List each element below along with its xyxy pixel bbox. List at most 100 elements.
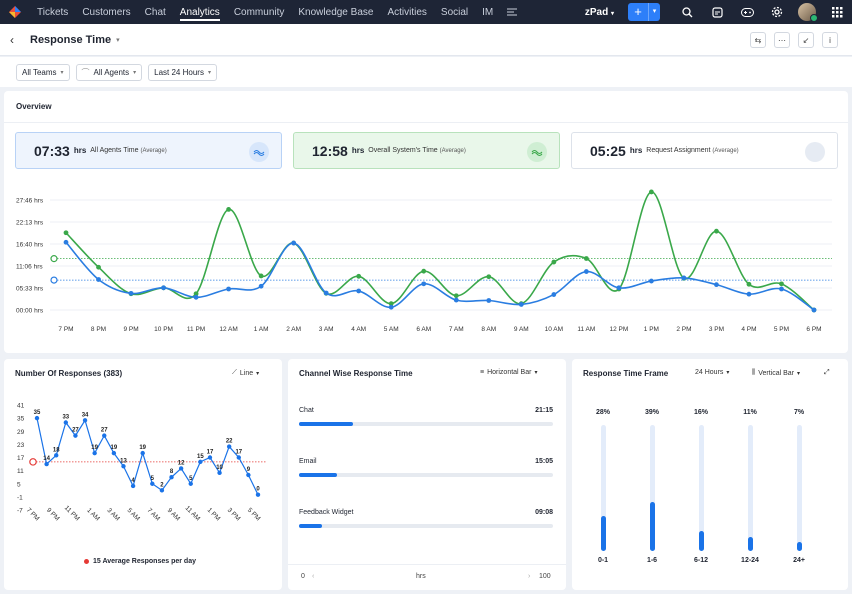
bar-percent-label: 16% xyxy=(693,409,708,416)
x-tick-label: 8 AM xyxy=(481,326,496,333)
scroll-right-icon[interactable]: › xyxy=(528,573,531,580)
channel-value: 15:05 xyxy=(535,458,553,465)
data-label: 17 xyxy=(235,450,242,456)
agents-filter[interactable]: ⌒ All Agents ▾ xyxy=(75,63,143,81)
overview-panel: Overview 07:33 hrs All Agents Time (Aver… xyxy=(4,91,848,353)
data-point xyxy=(217,470,222,476)
chart-type-select[interactable]: ⫼ Vertical Bar ▾ xyxy=(752,369,800,377)
data-point xyxy=(193,291,199,297)
average-legend: 15 Average Responses per day xyxy=(84,558,196,565)
data-label: 15 xyxy=(197,454,204,460)
request-assignment-card[interactable]: 05:25 hrs Request Assignment (Average) xyxy=(571,132,838,169)
chart-type-select[interactable]: ≡ Horizontal Bar ▾ xyxy=(480,369,537,376)
export-icon[interactable]: ⇆ xyxy=(750,32,766,48)
x-tick-label: 4 AM xyxy=(351,326,366,333)
horizontal-bar-icon: ≡ xyxy=(480,369,485,376)
data-point xyxy=(486,274,492,280)
data-point xyxy=(356,288,362,294)
card-label: Overall System's Time (Average) xyxy=(368,147,466,154)
y-tick-label: 23 xyxy=(17,442,25,449)
data-label: 19 xyxy=(111,445,118,451)
bar-fill xyxy=(699,530,704,551)
scroll-left-icon[interactable]: ‹ xyxy=(312,573,315,580)
overall-system-time-card[interactable]: 12:58 hrs Overall System's Time (Average… xyxy=(293,132,560,169)
x-tick-label: 5 AM xyxy=(126,507,141,522)
collapse-icon[interactable]: ↙ xyxy=(798,32,814,48)
search-icon[interactable] xyxy=(672,0,702,24)
average-marker xyxy=(29,458,37,466)
bar-fill xyxy=(797,542,802,551)
settings-gear-icon[interactable] xyxy=(762,0,792,24)
x-tick-label: 1 AM xyxy=(85,507,100,522)
card-value: 12:58 xyxy=(312,142,348,159)
data-point xyxy=(169,474,174,480)
bar-fill xyxy=(299,524,323,528)
nav-social[interactable]: Social xyxy=(440,6,469,18)
nav-im[interactable]: IM xyxy=(482,6,494,18)
data-point xyxy=(779,286,784,292)
x-tick-label: 6 AM xyxy=(416,326,431,333)
chevron-down-icon: ▾ xyxy=(534,370,538,376)
data-point xyxy=(96,277,101,282)
chevron-down-icon: ▾ xyxy=(726,370,730,376)
teams-filter[interactable]: All Teams ▾ xyxy=(16,63,70,81)
data-point xyxy=(92,450,97,456)
x-tick-label: 12 PM xyxy=(609,326,628,333)
data-point xyxy=(236,455,241,460)
app-logo[interactable] xyxy=(0,0,30,24)
gamepad-icon[interactable] xyxy=(732,0,762,24)
bar-percent-label: 11% xyxy=(743,409,757,416)
x-tick-label: 6 PM xyxy=(806,326,821,333)
data-label: 18 xyxy=(53,447,60,453)
notes-icon[interactable] xyxy=(702,0,732,24)
expand-icon[interactable]: ⤢ xyxy=(824,369,830,376)
info-icon[interactable]: i xyxy=(822,32,838,48)
nav-tickets[interactable]: Tickets xyxy=(37,6,69,18)
period-select[interactable]: 24 Hours ▾ xyxy=(695,369,729,376)
nav-activities[interactable]: Activities xyxy=(387,6,427,18)
all-agents-time-card[interactable]: 07:33 hrs All Agents Time (Average) xyxy=(15,132,282,169)
data-label: 27 xyxy=(72,428,79,434)
add-new-button[interactable]: + ▾ xyxy=(628,3,660,21)
y-tick-label: -1 xyxy=(17,494,23,501)
top-nav: Tickets Customers Chat Analytics Communi… xyxy=(0,0,852,24)
data-point xyxy=(648,278,654,284)
data-point xyxy=(246,472,251,478)
data-point xyxy=(388,304,394,310)
y-tick-label: 00:00 hrs xyxy=(16,308,44,315)
page-title[interactable]: Response Time xyxy=(30,33,112,46)
app-grid-icon[interactable] xyxy=(822,0,852,24)
line-chart-icon: ⟋ xyxy=(232,369,237,376)
bar-fill xyxy=(650,501,655,551)
data-label: 0 xyxy=(256,487,260,493)
data-point xyxy=(159,488,165,493)
user-avatar[interactable] xyxy=(798,3,818,22)
data-point xyxy=(207,455,213,460)
chevron-down-icon: ▾ xyxy=(133,69,137,76)
nav-chat[interactable]: Chat xyxy=(144,6,166,18)
chevron-down-icon[interactable]: ▾ xyxy=(116,36,120,44)
bar-percent-label: 28% xyxy=(595,409,610,416)
nav-customers[interactable]: Customers xyxy=(82,6,131,18)
data-point xyxy=(193,294,199,300)
bar-track xyxy=(601,425,606,551)
data-point xyxy=(140,450,145,456)
data-point xyxy=(714,228,719,234)
card-label-sub: (Average) xyxy=(712,148,739,154)
back-arrow-icon[interactable]: ‹ xyxy=(10,32,14,47)
data-label: 27 xyxy=(101,428,108,434)
time-range-filter[interactable]: Last 24 Hours ▾ xyxy=(148,63,217,81)
nav-community[interactable]: Community xyxy=(233,6,285,18)
bar-fill xyxy=(601,515,606,551)
data-point xyxy=(258,273,264,279)
bar-fill xyxy=(748,537,753,551)
chevron-down-icon[interactable]: ▾ xyxy=(648,3,660,21)
more-menu-icon[interactable] xyxy=(500,0,524,24)
card-label: All Agents Time (Average) xyxy=(90,147,166,154)
nav-analytics[interactable]: Analytics xyxy=(173,0,227,24)
average-marker xyxy=(50,276,58,284)
workspace-switcher[interactable]: zPad ▾ xyxy=(584,6,614,18)
more-options-icon[interactable]: ⋯ xyxy=(774,32,790,48)
chart-type-select[interactable]: ⟋ Line ▾ xyxy=(232,369,259,377)
nav-knowledge-base[interactable]: Knowledge Base xyxy=(298,6,374,18)
